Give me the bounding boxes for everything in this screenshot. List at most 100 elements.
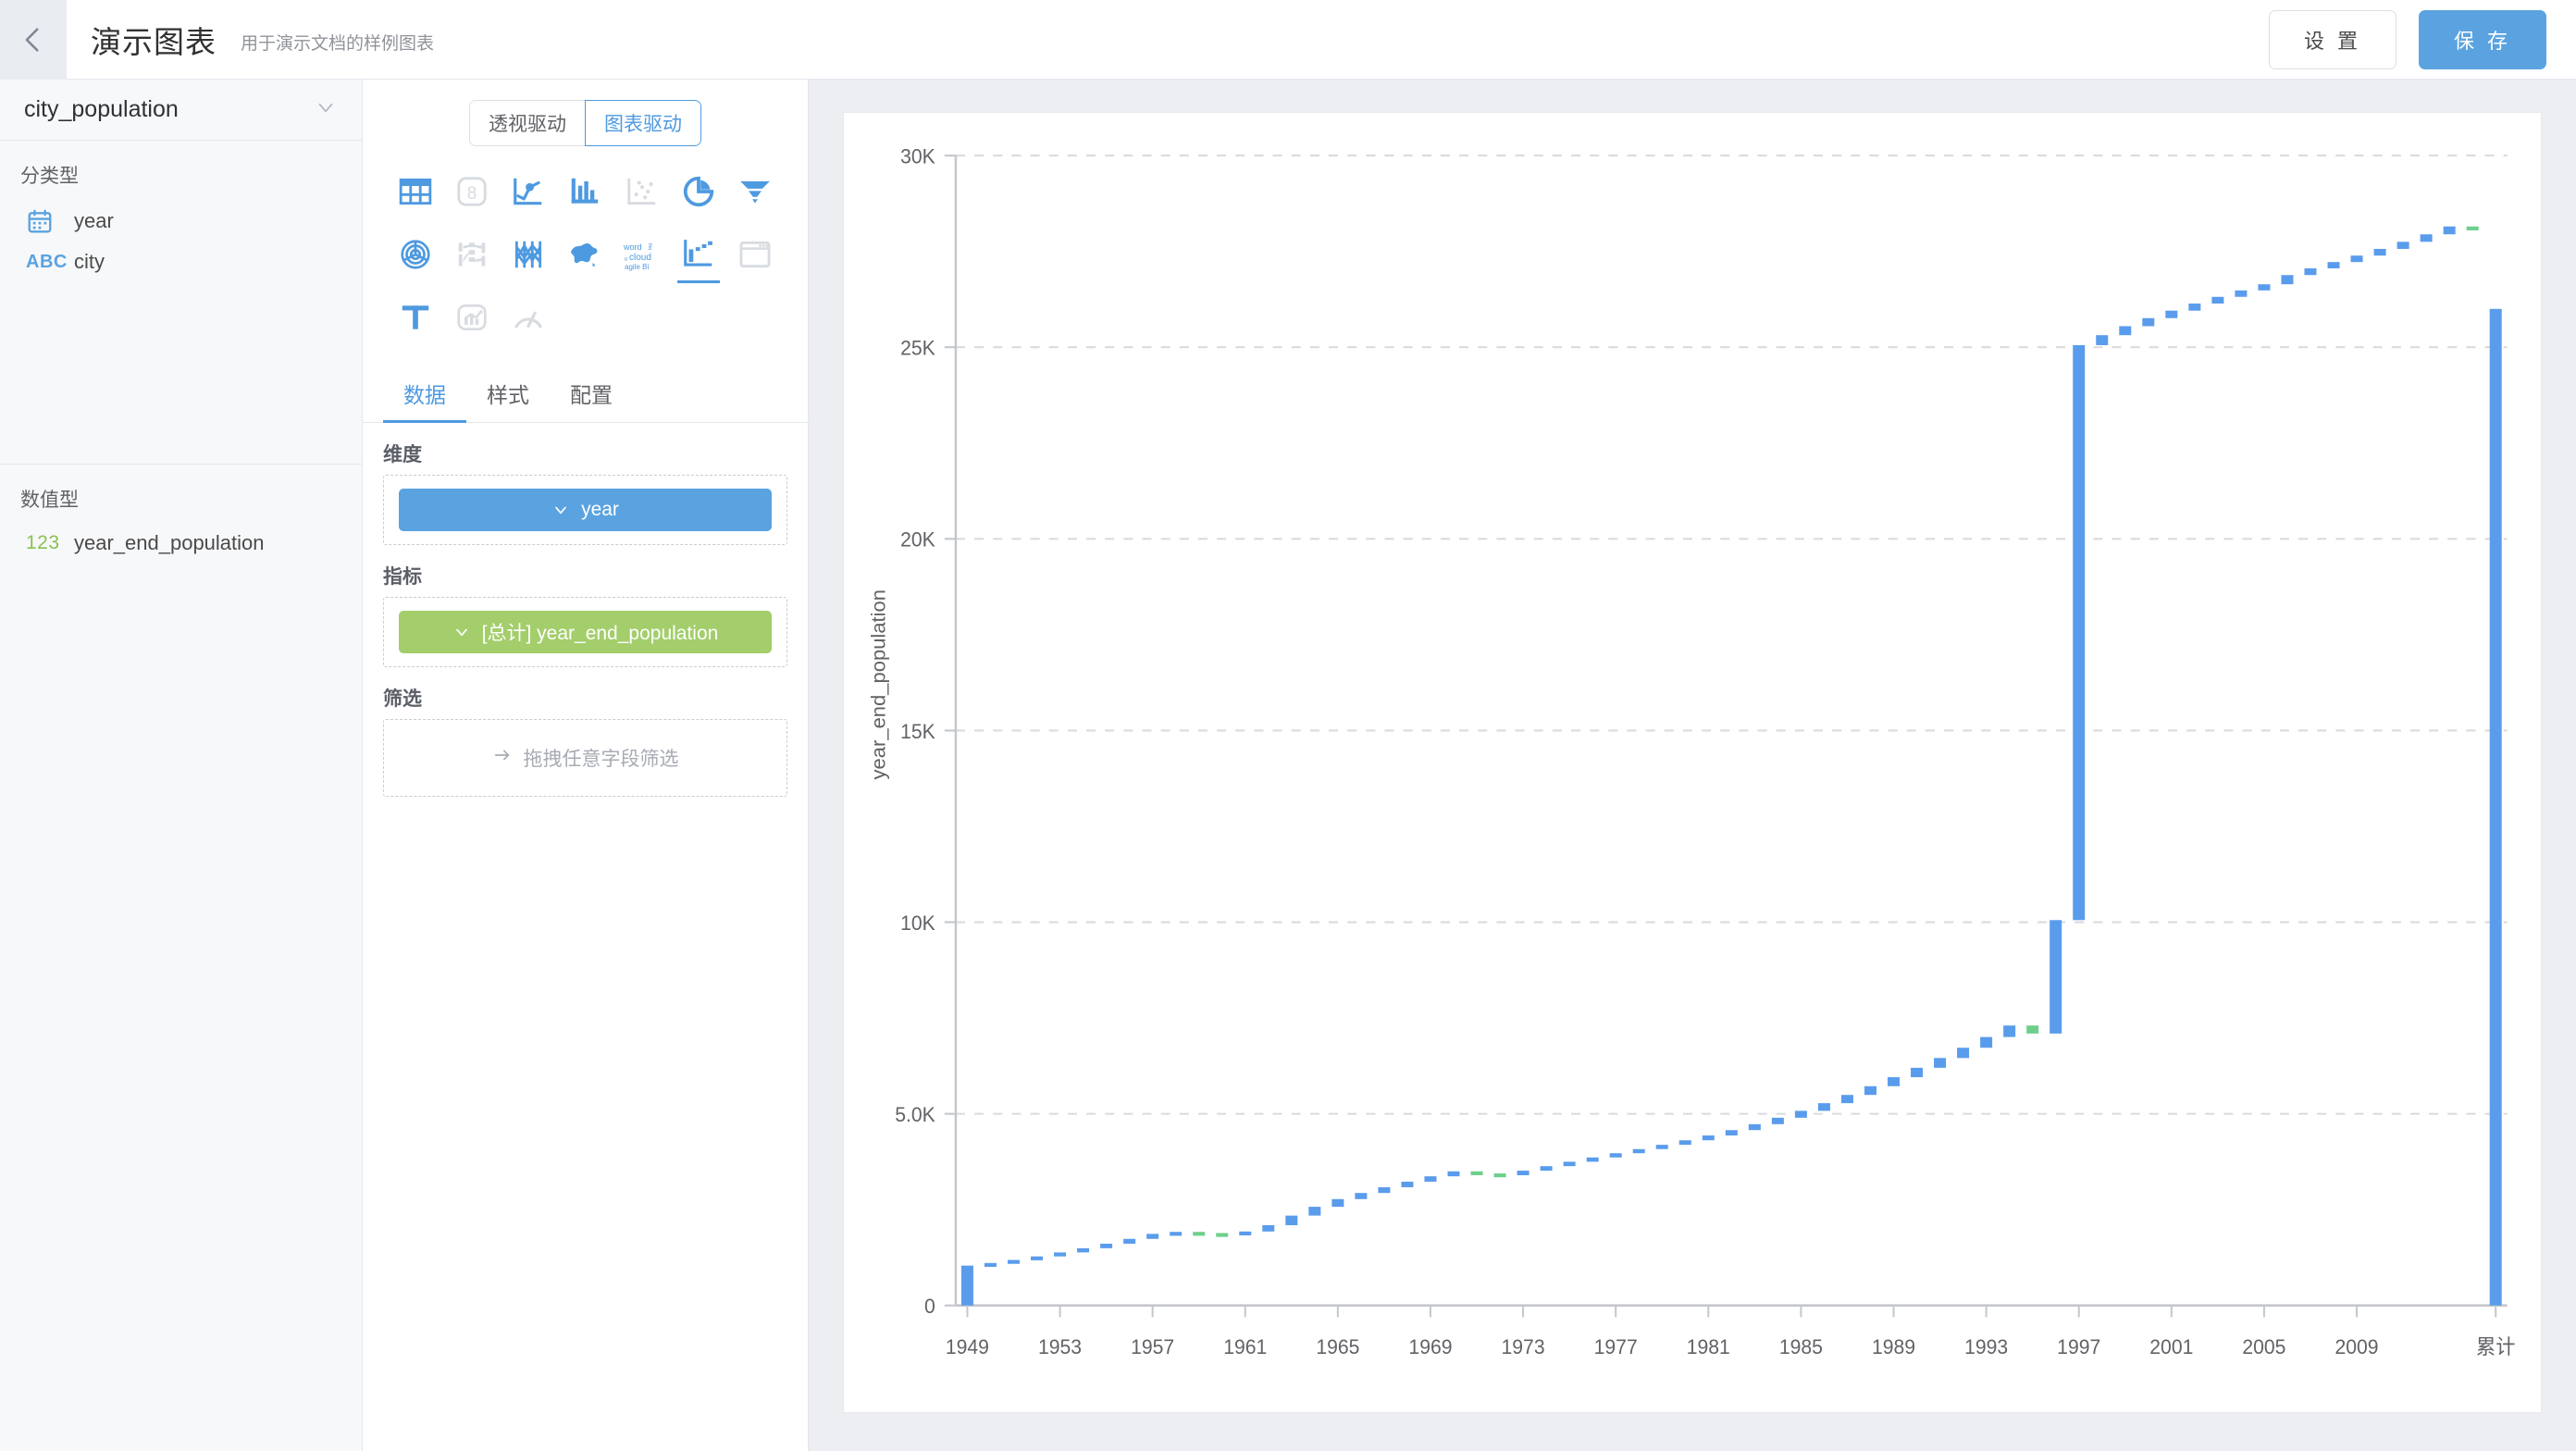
waterfall-bar (1888, 1077, 1901, 1086)
tab-data[interactable]: 数据 (383, 365, 466, 423)
tab-style[interactable]: 样式 (487, 383, 529, 407)
app-header: 演示图表 用于演示文档的样例图表 设 置 保 存 (0, 0, 2576, 80)
chart-type-bar[interactable] (557, 165, 613, 222)
field-item-year-end-population[interactable]: 123 year_end_population (0, 524, 362, 563)
svg-text:0: 0 (924, 1295, 935, 1318)
measure-shelf: 指标 [总计] year_end_population (363, 545, 808, 667)
waterfall-bar (960, 1265, 973, 1306)
dataset-selector[interactable]: city_population (0, 80, 362, 141)
back-button[interactable] (0, 0, 67, 80)
dimension-shelf: 维度 year (363, 423, 808, 545)
chart-type-parallel[interactable] (501, 228, 557, 285)
svg-text:8: 8 (467, 183, 477, 203)
measure-pill-year-end-population[interactable]: [总计] year_end_population (399, 611, 772, 653)
drive-mode-toggle: 透视驱动 图表驱动 (469, 100, 701, 146)
save-button[interactable]: 保 存 (2419, 9, 2546, 69)
waterfall-bar (2050, 920, 2062, 1034)
measure-shelf-title: 指标 (383, 566, 422, 588)
kpi-number-chart-icon: 8 (454, 174, 489, 214)
chart-type-gauge[interactable] (501, 291, 557, 348)
svg-text:g: g (625, 256, 627, 262)
body-row: city_population 分类型 year ABC city (0, 80, 2576, 1451)
scatter-chart-icon (625, 174, 660, 214)
config-tabs: 数据 样式 配置 (363, 365, 808, 423)
waterfall-bar (1563, 1161, 1576, 1167)
chart-type-map[interactable] (557, 228, 613, 285)
chevron-left-icon (18, 24, 49, 56)
waterfall-chart[interactable]: 0 5.0K 10K 15K 20K 25K 30K year_end_population 1… (844, 113, 2541, 1412)
svg-text:word: word (623, 242, 642, 252)
waterfall-bar (2466, 226, 2479, 230)
chart-type-line[interactable] (501, 165, 557, 222)
svg-text:20K: 20K (900, 527, 935, 551)
svg-text:1977: 1977 (1594, 1335, 1638, 1358)
measure-group-title: 数值型 (20, 490, 79, 511)
waterfall-bar (1840, 1095, 1853, 1104)
svg-text:1957: 1957 (1131, 1335, 1174, 1358)
chart-type-text[interactable] (387, 291, 443, 348)
waterfall-bar (1031, 1256, 1044, 1260)
chevron-down-icon (314, 95, 338, 124)
dimension-drop-zone[interactable]: year (383, 475, 787, 545)
field-item-city[interactable]: ABC city (0, 242, 362, 281)
chart-type-kpi[interactable]: 8 (443, 165, 500, 222)
chart-type-empty-4 (727, 291, 784, 348)
svg-text:1973: 1973 (1502, 1335, 1545, 1358)
waterfall-bar (1470, 1171, 1483, 1175)
svg-text:2009: 2009 (2335, 1335, 2379, 1358)
text-chart-icon (398, 300, 433, 340)
waterfall-bar (1678, 1140, 1691, 1146)
field-item-year[interactable]: year (0, 200, 362, 242)
waterfall-bar (1285, 1215, 1298, 1225)
waterfall-bar (2165, 310, 2178, 318)
waterfall-bar (2373, 248, 2386, 256)
waterfall-bar (1817, 1103, 1830, 1111)
measure-drop-zone[interactable]: [总计] year_end_population (383, 597, 787, 667)
chart-card[interactable]: 0 5.0K 10K 15K 20K 25K 30K year_end_population 1… (844, 113, 2541, 1412)
radar-chart-icon (398, 237, 433, 277)
fields-spacer (0, 287, 362, 464)
chart-type-frame[interactable] (727, 228, 784, 285)
field-label: year_end_population (74, 531, 265, 554)
page-subtitle: 用于演示文档的样例图表 (241, 34, 435, 54)
measure-pill-label: [总计] year_end_population (481, 623, 719, 644)
chevron-down-icon (452, 623, 471, 641)
svg-text:1997: 1997 (2057, 1335, 2100, 1358)
settings-button[interactable]: 设 置 (2269, 9, 2396, 69)
svg-text:1965: 1965 (1316, 1335, 1359, 1358)
filter-drop-zone[interactable]: 拖拽任意字段筛选 (383, 719, 787, 797)
dimension-group-title: 分类型 (20, 166, 79, 187)
combo-chart-icon (454, 300, 489, 340)
waterfall-bar (1864, 1085, 1876, 1096)
drive-mode-pivot[interactable]: 透视驱动 (469, 100, 585, 146)
chart-type-table[interactable] (387, 165, 443, 222)
svg-text:5.0K: 5.0K (895, 1103, 935, 1126)
dimension-shelf-title: 维度 (383, 444, 422, 465)
drive-mode-chart[interactable]: 图表驱动 (585, 100, 701, 146)
waterfall-bar (1540, 1166, 1553, 1172)
waterfall-bar (1007, 1259, 1020, 1264)
filter-placeholder-text: 拖拽任意字段筛选 (523, 749, 679, 770)
chart-type-sankey[interactable] (443, 228, 500, 285)
chart-type-radar[interactable] (387, 228, 443, 285)
waterfall-bar (1771, 1117, 1784, 1124)
waterfall-bar (984, 1262, 997, 1268)
waterfall-bar (1702, 1135, 1715, 1141)
chart-type-pie[interactable] (670, 165, 726, 222)
svg-text:25K: 25K (900, 336, 935, 359)
waterfall-bar (2142, 317, 2155, 327)
waterfall-bar (1911, 1067, 1924, 1078)
tab-config[interactable]: 配置 (570, 383, 613, 407)
svg-text:agile Bi: agile Bi (625, 263, 649, 271)
dimension-pill-year[interactable]: year (399, 489, 772, 531)
chart-type-funnel[interactable] (727, 165, 784, 222)
chart-type-waterfall[interactable] (670, 228, 726, 285)
waterfall-chart-icon (681, 237, 716, 277)
filter-shelf-title: 筛选 (383, 688, 422, 710)
chart-type-combo[interactable] (443, 291, 500, 348)
chart-type-wordcloud[interactable]: word tag g cloud agile Bi (613, 228, 670, 285)
waterfall-bar (1655, 1145, 1668, 1149)
waterfall-bar (2188, 304, 2201, 311)
drive-toggle-row: 透视驱动 图表驱动 (363, 80, 808, 159)
chart-type-scatter[interactable] (613, 165, 670, 222)
